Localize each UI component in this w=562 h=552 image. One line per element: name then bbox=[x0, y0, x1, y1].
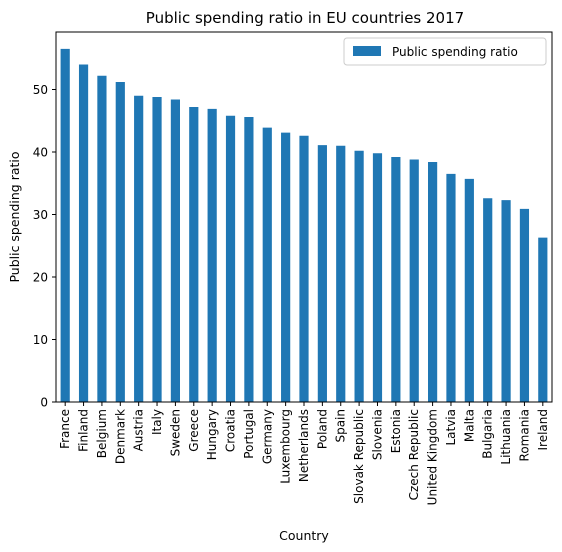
bar bbox=[244, 117, 254, 402]
bar bbox=[372, 153, 383, 402]
x-tick-label: Spain bbox=[334, 409, 348, 443]
bar bbox=[409, 159, 419, 402]
bar bbox=[446, 173, 456, 403]
bar bbox=[336, 145, 346, 402]
bar bbox=[262, 127, 272, 402]
x-tick-label: Romania bbox=[517, 409, 531, 461]
bar bbox=[78, 64, 89, 402]
legend: Public spending ratio bbox=[343, 37, 547, 66]
x-tick-label: Latvia bbox=[444, 409, 458, 446]
x-tick-label: Lithuania bbox=[499, 409, 513, 465]
x-tick-label: Bulgaria bbox=[481, 409, 495, 459]
bar bbox=[317, 145, 327, 403]
legend-swatch bbox=[353, 46, 381, 56]
bar bbox=[207, 108, 217, 403]
y-axis-ticks: 0 10 20 30 40 50 bbox=[33, 83, 56, 410]
y-tick-label: 10 bbox=[33, 333, 48, 347]
x-axis-label: Country bbox=[279, 528, 329, 543]
x-tick-label: Croatia bbox=[224, 409, 238, 452]
bar bbox=[281, 132, 291, 403]
bar bbox=[189, 107, 199, 402]
bar bbox=[501, 200, 511, 402]
x-tick-label: Slovenia bbox=[370, 409, 384, 460]
bar bbox=[97, 75, 107, 402]
bar bbox=[115, 82, 125, 402]
x-tick-label: Luxembourg bbox=[279, 409, 293, 484]
x-tick-label: Greece bbox=[187, 409, 201, 452]
x-tick-label: United Kingdom bbox=[426, 409, 440, 505]
x-tick-label: Sweden bbox=[168, 409, 182, 456]
legend-box bbox=[343, 37, 547, 66]
x-tick-label: Germany bbox=[260, 409, 274, 464]
plot-frame bbox=[55, 31, 553, 403]
bar bbox=[428, 162, 438, 402]
bar bbox=[519, 208, 530, 403]
y-tick-label: 0 bbox=[40, 396, 48, 410]
x-tick-label: Malta bbox=[462, 409, 476, 442]
x-axis-ticks: France Finland Belgium Denmark Austria Italy S… bbox=[58, 402, 550, 505]
x-tick-label: Estonia bbox=[389, 409, 403, 453]
legend-label: Public spending ratio bbox=[392, 45, 518, 59]
bar bbox=[464, 178, 474, 403]
x-tick-label: Italy bbox=[150, 409, 164, 435]
x-tick-label: Hungary bbox=[205, 409, 219, 460]
bar bbox=[354, 150, 364, 402]
bar bbox=[170, 99, 180, 402]
bar bbox=[60, 48, 70, 403]
x-tick-label: Poland bbox=[315, 409, 329, 449]
y-tick-label: 40 bbox=[33, 146, 48, 160]
x-tick-label: Netherlands bbox=[297, 409, 311, 482]
x-tick-label: Ireland bbox=[536, 409, 550, 451]
bar bbox=[538, 237, 548, 403]
y-tick-label: 20 bbox=[33, 271, 48, 285]
bar bbox=[391, 157, 401, 402]
bar bbox=[134, 95, 144, 402]
bar bbox=[225, 115, 236, 402]
x-tick-label: Austria bbox=[132, 409, 146, 451]
bar bbox=[299, 135, 309, 402]
x-tick-label: Portugal bbox=[242, 409, 256, 459]
y-tick-label: 30 bbox=[33, 208, 48, 222]
x-tick-label: Finland bbox=[77, 409, 91, 452]
chart-title: Public spending ratio in EU countries 20… bbox=[146, 9, 464, 27]
x-tick-label: Denmark bbox=[113, 409, 127, 464]
bar bbox=[152, 97, 162, 402]
bars-group bbox=[60, 48, 548, 403]
y-axis-label: Public spending ratio bbox=[7, 151, 22, 282]
x-tick-label: Czech Republic bbox=[407, 409, 421, 500]
x-tick-label: Slovak Republic bbox=[352, 409, 366, 504]
x-tick-label: France bbox=[58, 409, 72, 449]
bar bbox=[483, 198, 493, 402]
x-tick-label: Belgium bbox=[95, 409, 109, 458]
y-tick-label: 50 bbox=[33, 83, 48, 97]
